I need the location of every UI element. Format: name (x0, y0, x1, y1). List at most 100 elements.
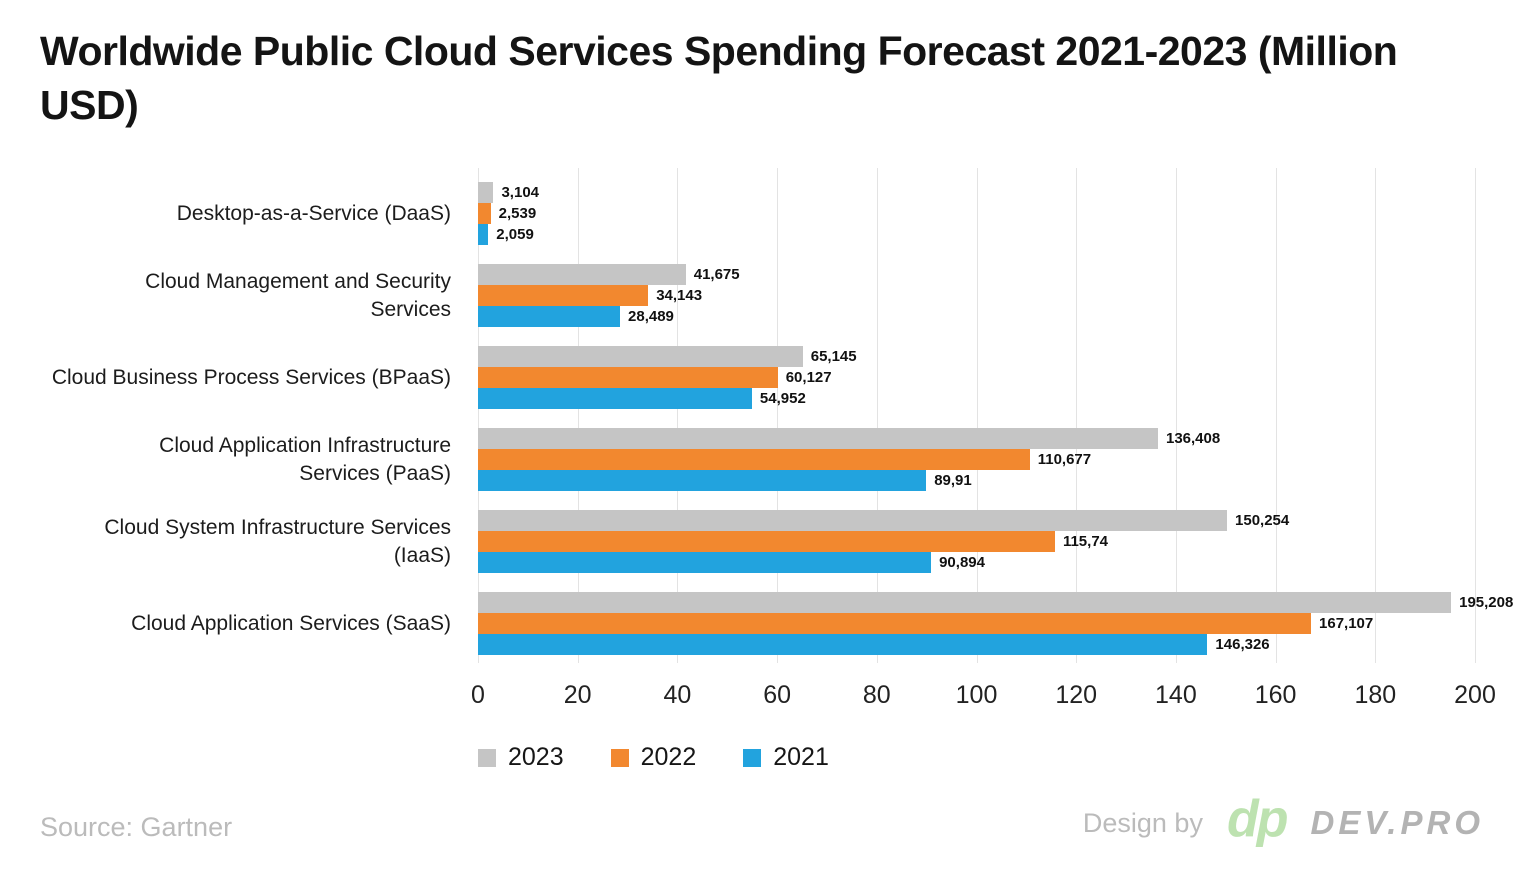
value-label: 136,408 (1165, 430, 1221, 447)
bar-line: 136,408 (478, 428, 1475, 449)
category-group: Cloud Business Process Services (BPaaS) 6… (40, 346, 1475, 409)
gridline (1275, 168, 1277, 663)
value-label: 115,74 (1062, 533, 1109, 550)
legend-item-2021: 2021 (743, 743, 829, 772)
category-bars: 41,675 34,143 28,489 (478, 264, 1475, 327)
legend-label: 2022 (640, 743, 697, 771)
gridline (976, 168, 978, 663)
bar-2022 (478, 367, 778, 388)
bar-line: 28,489 (478, 306, 1475, 327)
value-label: 41,675 (693, 266, 740, 283)
bar-line: 65,145 (478, 346, 1475, 367)
devpro-brand-name: DEV.PRO (1310, 804, 1484, 841)
devpro-logo-icon: dp (1226, 790, 1289, 848)
x-axis-tick: 20 (563, 681, 592, 709)
bar-2022 (478, 449, 1030, 470)
category-label: Cloud Management and Security Services (40, 268, 478, 323)
bar-2021 (478, 470, 927, 491)
gridline (677, 168, 679, 663)
category-label-line: (IaaS) (393, 543, 451, 567)
bar-line: 41,675 (478, 264, 1475, 285)
legend-swatch-icon (743, 748, 762, 767)
bar-line: 167,107 (478, 613, 1475, 634)
category-label: Cloud Application Services (SaaS) (40, 610, 478, 638)
value-label: 3,104 (501, 184, 540, 201)
category-label: Cloud System Infrastructure Services (Iaa… (40, 514, 478, 569)
bar-2021 (478, 224, 489, 245)
category-bars: 195,208 167,107 146,326 (478, 592, 1513, 655)
source-note: Source: Gartner (40, 812, 233, 842)
gridline (1375, 168, 1377, 663)
gridlines (478, 168, 1476, 663)
legend-swatch-icon (610, 748, 629, 767)
category-bars: 136,408 110,677 89,91 (478, 428, 1475, 491)
gridline (478, 168, 479, 663)
x-axis-tick: 0 (471, 681, 485, 709)
bar-2021 (478, 552, 932, 573)
value-label: 2,059 (496, 226, 534, 243)
bar-line: 2,539 (478, 203, 1475, 224)
value-label: 90,894 (939, 554, 985, 571)
x-axis-tick: 40 (663, 681, 692, 709)
x-axis-tick: 200 (1454, 681, 1496, 709)
category-label: Cloud Application Infrastructure Services… (40, 432, 478, 487)
category-bars: 3,104 2,539 2,059 (478, 182, 1475, 245)
category-bars: 150,254 115,74 90,894 (478, 510, 1475, 573)
bar-2022 (478, 613, 1312, 634)
category-bars: 65,145 60,127 54,952 (478, 346, 1475, 409)
gridline (777, 168, 779, 663)
value-label: 60,127 (785, 369, 832, 386)
category-label: Cloud Business Process Services (BPaaS) (40, 364, 478, 392)
design-credit: Design by dp DEV.PRO (1083, 793, 1484, 849)
category-group: Cloud Application Infrastructure Services… (40, 428, 1475, 491)
value-label: 89,91 (934, 472, 972, 489)
bar-line: 90,894 (478, 552, 1475, 573)
bar-line: 89,91 (478, 470, 1475, 491)
bar-2023 (478, 264, 686, 285)
legend-item-2023: 2023 (478, 743, 564, 772)
bar-line: 115,74 (478, 531, 1475, 552)
x-axis-tick: 60 (763, 681, 791, 709)
legend-label: 2021 (773, 743, 829, 771)
bar-2022 (478, 203, 491, 224)
value-label: 65,145 (810, 348, 857, 365)
gridline (1475, 168, 1476, 663)
legend-label: 2023 (508, 743, 564, 771)
category-label-line: Cloud Application Infrastructure (159, 433, 451, 457)
bar-2023 (478, 592, 1452, 613)
category-label-line: Services (370, 297, 451, 321)
bar-2021 (478, 388, 752, 409)
value-label: 195,208 (1459, 594, 1514, 611)
gridline (577, 168, 579, 663)
bar-line: 60,127 (478, 367, 1475, 388)
gridline (1175, 168, 1177, 663)
bar-line: 150,254 (478, 510, 1475, 531)
bar-2023 (478, 346, 803, 367)
bar-line: 2,059 (478, 224, 1475, 245)
legend: 2023 2022 2021 (478, 743, 1475, 772)
plot-area: Desktop-as-a-Service (DaaS) 3,104 2,539 2,0… (40, 168, 1513, 663)
value-label: 54,952 (759, 390, 806, 407)
value-label: 146,326 (1215, 636, 1270, 653)
bar-line: 146,326 (478, 634, 1475, 655)
x-axis-tick: 80 (862, 681, 891, 709)
value-label: 167,107 (1319, 615, 1374, 632)
value-label: 150,254 (1235, 512, 1290, 529)
x-axis-ticks: 0 20 40 60 80 100 120 140 160 180 200 (471, 673, 1496, 715)
x-axis-tick: 120 (1055, 681, 1098, 709)
bar-2023 (478, 428, 1158, 449)
bar-2022 (478, 531, 1055, 552)
value-label: 2,539 (498, 205, 537, 222)
legend-swatch-icon (478, 748, 496, 767)
bar-chart: Desktop-as-a-Service (DaaS) 3,104 2,539 2,0… (40, 168, 1513, 772)
gridline (1076, 168, 1078, 663)
value-label: 110,677 (1037, 451, 1092, 468)
bar-line: 3,104 (478, 182, 1475, 203)
bar-2021 (478, 306, 621, 327)
x-axis-tick: 100 (955, 681, 998, 709)
category-label-line: Cloud Business Process Services (BPaaS) (51, 365, 451, 389)
bar-2021 (478, 634, 1208, 655)
x-axis-tick: 140 (1155, 681, 1197, 709)
bar-2023 (478, 510, 1228, 531)
